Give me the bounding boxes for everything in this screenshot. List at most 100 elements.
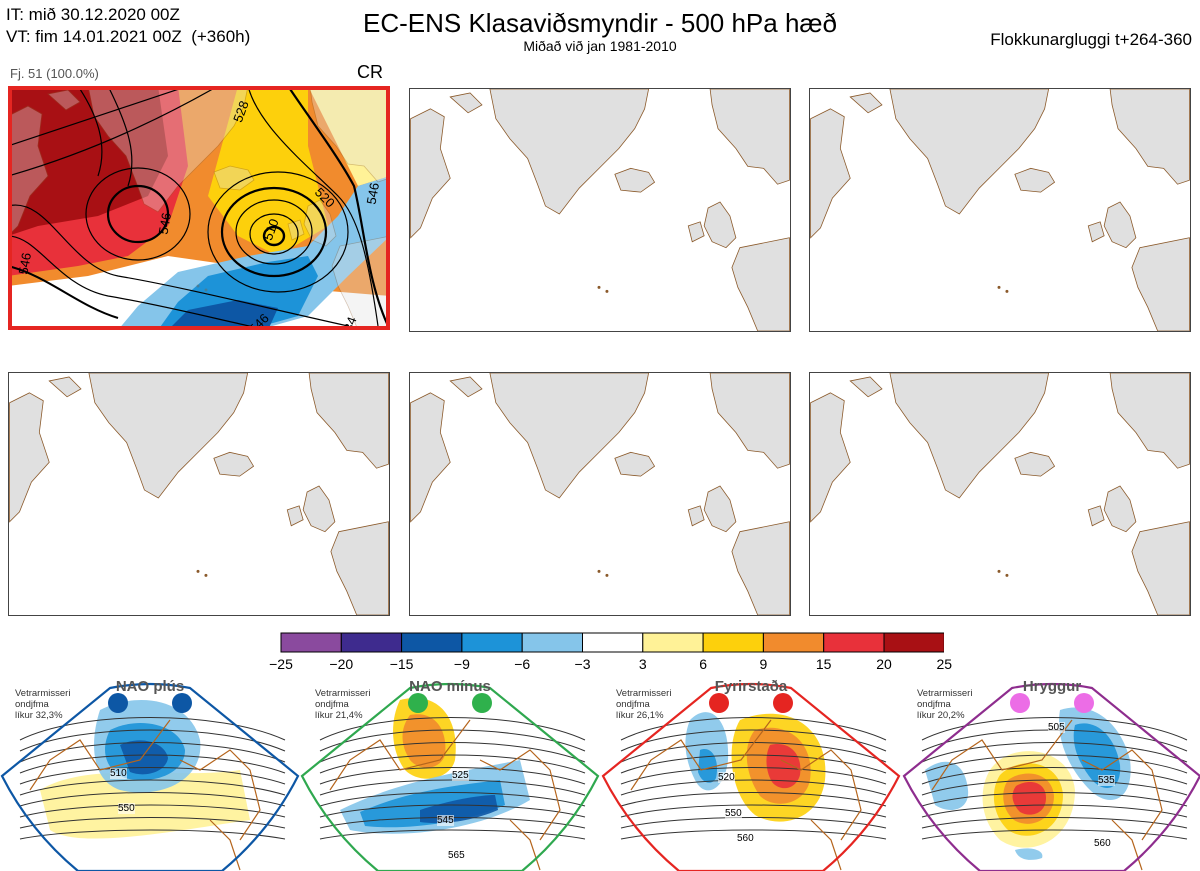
regime-contour-label: 560	[737, 833, 754, 844]
regime-contour	[319, 829, 586, 840]
regime-contour	[620, 767, 887, 785]
regime-contour	[620, 729, 887, 752]
regime-title: Fyrirstaða	[714, 678, 788, 695]
regime-contour-label: 520	[718, 772, 735, 783]
colorbar-tick-label: −3	[574, 656, 591, 672]
init-time-label: IT: mið 30.12.2020 00Z	[6, 5, 180, 24]
empty-map	[410, 89, 790, 331]
regime-marker-dot	[172, 693, 192, 713]
regime-title: NAO mínus	[409, 678, 491, 695]
regime-coastline	[630, 719, 862, 871]
regime-contour	[19, 742, 286, 763]
regime-contour	[319, 742, 586, 763]
colorbar-tick-label: 25	[936, 656, 953, 672]
regime-contour	[921, 767, 1188, 785]
colorbar-tick-label: 20	[876, 656, 892, 672]
regime-info: Vetrarmisseri ondjfma líkur 26,1%	[616, 688, 672, 721]
regime-contour	[620, 754, 887, 774]
colorbar-swatch	[762, 632, 825, 653]
colorbar-swatch	[280, 632, 342, 653]
cluster-map-panel-6[interactable]	[809, 372, 1191, 616]
valid-time-label: VT: fim 14.01.2021 00Z (+360h)	[6, 27, 251, 46]
regime-title: NAO plús	[115, 678, 185, 695]
colorbar-tick-label: 6	[699, 656, 707, 672]
regime-anomaly-fill	[402, 714, 446, 768]
regime-anomaly-fill	[120, 740, 168, 775]
cluster-anomaly-map	[12, 90, 386, 326]
regime-contour	[620, 779, 887, 796]
regime-contour	[319, 729, 586, 752]
regime-anomaly-fill	[40, 770, 250, 839]
regime-anomaly-fill	[1015, 848, 1043, 860]
cluster-map-panel-5[interactable]	[409, 372, 791, 616]
regime-anomaly-fill	[360, 780, 505, 828]
colorbar-tick-label: −20	[329, 656, 354, 672]
regime-contour-label: 525	[452, 770, 469, 781]
regime-contour	[319, 792, 586, 807]
cluster-map-panel-3[interactable]	[809, 88, 1191, 332]
colorbar-tick-label: −6	[514, 656, 531, 672]
regime-contour	[921, 754, 1188, 774]
regime-anomaly-fill	[340, 760, 530, 834]
regime-contour-label: 550	[118, 803, 135, 814]
regime-marker-dot	[773, 693, 793, 713]
regime-marker-dot	[472, 693, 492, 713]
regime-anomaly-fill	[1012, 782, 1046, 815]
regime-coastline	[931, 719, 1163, 871]
regime-anomaly-fill	[746, 727, 811, 804]
regime-info: Vetrarmisseri ondjfma líkur 32,3%	[15, 688, 71, 721]
regime-anomaly-fill	[1003, 773, 1054, 824]
regime-contour	[19, 829, 286, 840]
regime-contour	[19, 754, 286, 774]
regime-anomaly-fill	[982, 751, 1075, 848]
cluster-map-panel-4[interactable]	[8, 372, 390, 616]
page-subtitle: Miðað við jan 1981-2010	[523, 38, 677, 54]
regime-contour	[620, 817, 887, 829]
regime-contour-label: 510	[110, 768, 127, 779]
colorbar-tick-label: 15	[815, 656, 832, 672]
regime-contour	[620, 792, 887, 807]
anomaly-colorbar	[280, 632, 944, 653]
regime-marker-dot	[1010, 693, 1030, 713]
page-title: EC-ENS Klasaviðsmyndir - 500 hPa hæð	[363, 8, 837, 38]
colorbar-swatch	[461, 632, 523, 653]
regime-contour	[19, 729, 286, 752]
colorbar-swatch	[642, 632, 704, 653]
colorbar-tick-label: −9	[453, 656, 470, 672]
regime-anomaly-fill	[731, 713, 826, 822]
regime-contour	[19, 779, 286, 796]
colorbar-swatch	[401, 632, 463, 653]
colorbar-tick-label: 3	[638, 656, 647, 672]
regime-marker-dot	[1074, 693, 1094, 713]
regime-anomaly-fill	[993, 763, 1063, 836]
regime-contour	[620, 742, 887, 763]
colorbar-swatch	[340, 632, 403, 653]
colorbar-swatch	[582, 632, 644, 653]
classification-window-label: Flokkunargluggi t+264-360	[990, 30, 1192, 49]
regime-contour-label: 550	[725, 808, 742, 819]
regime-contour	[921, 792, 1188, 807]
regime-contour-label: 505	[1048, 722, 1065, 733]
regime-anomaly-fill	[766, 744, 801, 789]
colorbar-swatch	[521, 632, 583, 653]
regime-anomaly-fill	[393, 698, 456, 779]
regime-contour-label: 565	[448, 850, 465, 861]
regime-contour	[620, 804, 887, 818]
regime-contour-label: 560	[1094, 838, 1111, 849]
regime-anomaly-fill	[925, 761, 969, 810]
colorbar-swatch	[702, 632, 764, 653]
regime-contour-label: 535	[1098, 775, 1115, 786]
empty-map	[810, 89, 1190, 331]
colorbar-tick-label: −15	[389, 656, 414, 672]
cluster-map-panel-2[interactable]	[409, 88, 791, 332]
regime-anomaly-fill	[698, 749, 718, 783]
regime-contour	[921, 729, 1188, 752]
cluster-map-panel-1[interactable]: 528 546 510 520 546 546 546 534	[8, 86, 390, 330]
colorbar-swatch	[823, 632, 885, 653]
regime-code-label: CR	[357, 62, 383, 82]
colorbar-swatch	[883, 632, 944, 653]
regime-anomaly-fill	[1059, 707, 1131, 800]
regime-contour	[19, 817, 286, 829]
regime-info: Vetrarmisseri ondjfma líkur 20,2%	[917, 688, 973, 721]
regime-contour	[921, 742, 1188, 763]
